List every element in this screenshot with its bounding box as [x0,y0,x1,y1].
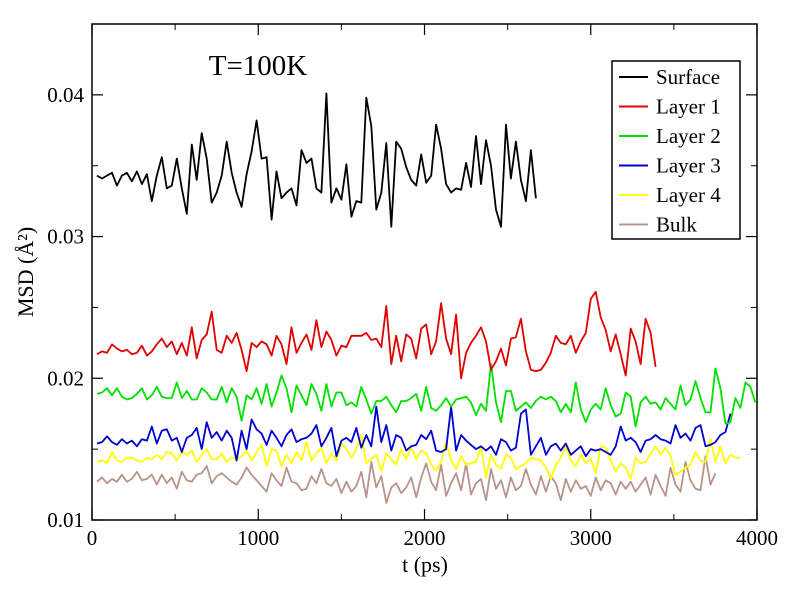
legend-label: Layer 4 [656,183,721,207]
legend-box [611,60,741,240]
y-tick-label: 0.03 [47,225,84,249]
x-tick-label: 2000 [404,526,446,550]
y-axis-ticks: 0.01 0.02 0.03 0.04 [47,83,757,532]
series-layer [96,92,757,504]
legend-label: Layer 3 [656,154,721,178]
temperature-annotation: T=100K [209,50,308,82]
y-axis-label: MSD (Å²) [13,227,38,317]
legend-items: Surface Layer 1 Layer 2 Layer 3 Layer 4 Bulk [619,65,721,237]
series-line-surface [96,92,537,228]
y-tick-label: 0.01 [47,508,84,532]
series-line-layer-2 [96,363,757,428]
series-line-layer-3 [96,405,732,462]
y-tick-label: 0.04 [47,83,84,107]
legend-label: Bulk [656,213,697,237]
series-line-layer-1 [96,290,657,380]
x-tick-label: 0 [87,526,98,550]
legend: Surface Layer 1 Layer 2 Layer 3 Layer 4 Bulk [611,60,741,240]
x-axis-label: t (ps) [402,552,448,577]
x-tick-label: 4000 [736,526,778,550]
x-tick-label: 3000 [570,526,612,550]
series-line-bulk [96,455,717,504]
x-axis-ticks: 0 1000 2000 3000 4000 [87,24,778,550]
legend-label: Layer 2 [656,124,721,148]
x-tick-label: 1000 [237,526,279,550]
legend-label: Layer 1 [656,95,721,119]
series-line-layer-4 [96,434,741,480]
y-tick-label: 0.02 [47,366,84,390]
legend-label: Surface [656,65,720,89]
